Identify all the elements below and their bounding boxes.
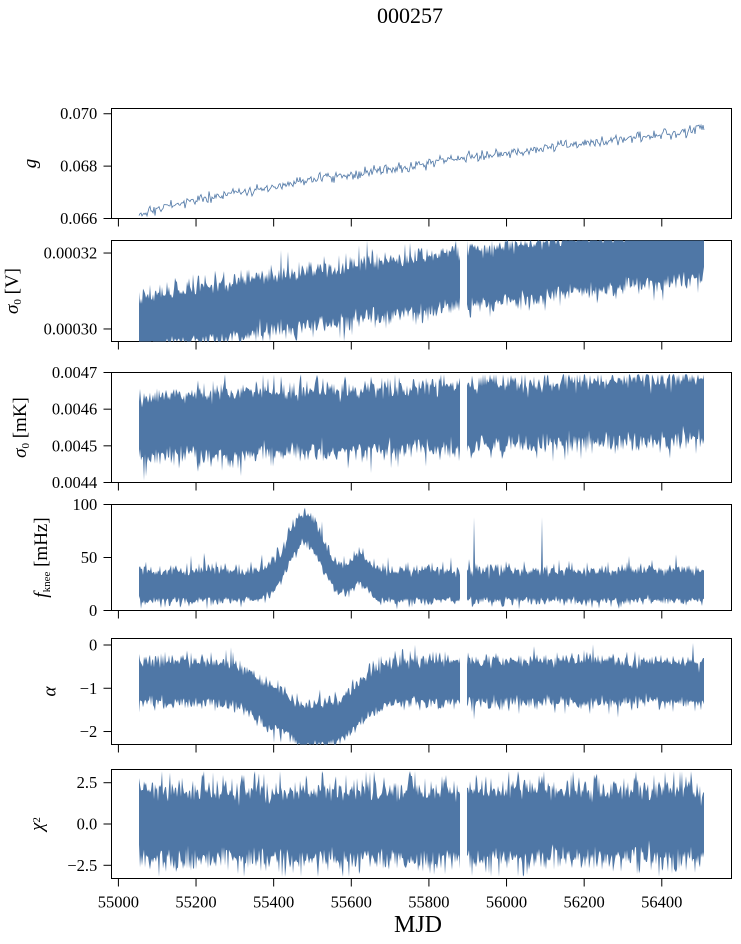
svg-text:−2.5: −2.5 <box>67 856 97 875</box>
svg-text:0.066: 0.066 <box>60 209 97 228</box>
svg-text:000257: 000257 <box>377 3 443 28</box>
svg-text:−1: −1 <box>80 679 98 698</box>
svg-text:55200: 55200 <box>175 893 216 912</box>
svg-text:0.0044: 0.0044 <box>52 473 97 492</box>
svg-text:0.0045: 0.0045 <box>52 436 97 455</box>
svg-text:55600: 55600 <box>331 893 372 912</box>
svg-text:55400: 55400 <box>253 893 294 912</box>
svg-text:56200: 56200 <box>564 893 605 912</box>
svg-text:0.0: 0.0 <box>77 815 98 834</box>
svg-text:0.00032: 0.00032 <box>44 244 98 263</box>
svg-text:50: 50 <box>81 548 98 567</box>
svg-text:0.00030: 0.00030 <box>44 319 98 338</box>
svg-text:0.070: 0.070 <box>60 104 97 123</box>
svg-text:2.5: 2.5 <box>77 773 98 792</box>
svg-text:56000: 56000 <box>486 893 527 912</box>
svg-text:100: 100 <box>73 495 98 514</box>
svg-text:55000: 55000 <box>98 893 139 912</box>
svg-text:0.068: 0.068 <box>60 157 97 176</box>
svg-text:MJD: MJD <box>394 912 442 938</box>
svg-text:0.0047: 0.0047 <box>52 363 97 382</box>
svg-text:55800: 55800 <box>408 893 449 912</box>
svg-text:σ0 [mK]: σ0 [mK] <box>10 397 32 458</box>
svg-text:0.0046: 0.0046 <box>52 400 97 419</box>
svg-text:g: g <box>20 159 41 169</box>
svg-text:σ0 [V]: σ0 [V] <box>2 268 24 314</box>
svg-text:0: 0 <box>89 601 97 620</box>
svg-text:0: 0 <box>89 635 97 654</box>
svg-text:α: α <box>39 685 60 696</box>
svg-text:56400: 56400 <box>641 893 682 912</box>
svg-text:−2: −2 <box>80 722 98 741</box>
